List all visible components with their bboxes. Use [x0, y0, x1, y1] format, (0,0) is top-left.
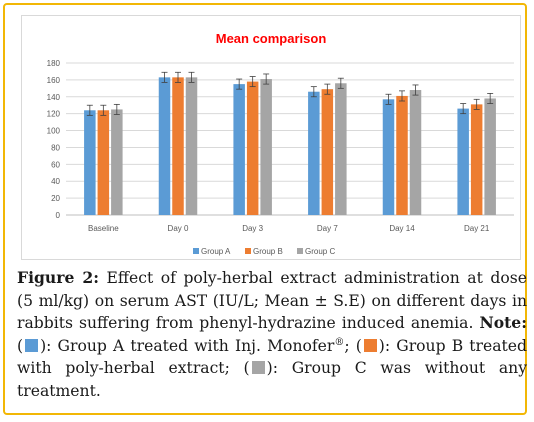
x-tick-label: Day 21 [464, 224, 490, 233]
group-c-description: ): Group C was without any treatment. [17, 359, 528, 400]
bar [172, 77, 184, 215]
bar [260, 79, 272, 215]
x-tick-label: Day 7 [317, 224, 338, 233]
bar [335, 83, 347, 216]
bar [396, 95, 408, 215]
group-a-swatch [25, 338, 39, 352]
caption-text: Effect of poly-herbal extract administra… [17, 269, 528, 332]
figure-label: Figure 2 [17, 268, 94, 287]
y-tick-label: 60 [51, 160, 60, 169]
legend-entry: Group A [201, 247, 231, 256]
bar [233, 84, 245, 215]
y-tick-label: 40 [51, 177, 60, 186]
legend-swatch [245, 248, 251, 254]
x-tick-label: Baseline [88, 224, 119, 233]
chart-title: Mean comparison [216, 31, 327, 46]
legend-entry: Group B [253, 247, 283, 256]
bar [185, 77, 198, 215]
y-tick-label: 100 [47, 127, 61, 136]
figure-caption: Figure 2: Effect of poly-herbal extract … [17, 268, 528, 400]
y-tick-label: 0 [56, 211, 61, 220]
bar [97, 110, 110, 215]
registered-mark: ® [334, 336, 345, 348]
bar [382, 99, 395, 215]
bar [111, 109, 123, 215]
bar [457, 108, 469, 215]
bar [484, 98, 496, 215]
chart-area: Mean comparison 0 20 40 60 80 100 120 140 160 180 B… [21, 15, 521, 260]
bar [321, 89, 334, 215]
bar [308, 91, 320, 215]
legend-entry: Group C [305, 247, 335, 256]
group-c-swatch [251, 361, 265, 374]
x-tick-label: Day 3 [242, 224, 263, 233]
group-a-description: ): Group A treated with Inj. Monofer [40, 336, 335, 355]
figure-frame: Mean comparison 0 20 40 60 80 100 120 140 160 180 B… [3, 3, 527, 415]
y-tick-label: 180 [47, 59, 61, 68]
y-tick-label: 20 [51, 194, 60, 203]
bar [246, 81, 259, 215]
group-b-swatch [363, 338, 377, 352]
legend-swatch [297, 248, 303, 254]
note-label: Note: [479, 313, 527, 332]
bar [84, 110, 96, 215]
y-tick-label: 160 [47, 76, 61, 85]
x-tick-label: Day 14 [389, 224, 415, 233]
legend-swatch [193, 248, 199, 254]
bar [470, 104, 483, 215]
bar [158, 77, 171, 215]
figure-label-sep: : [93, 268, 99, 287]
y-tick-label: 140 [47, 93, 61, 102]
group-b-description: ): Group B treated with poly-herbal extr… [17, 336, 527, 378]
bar [409, 90, 422, 215]
x-tick-label: Day 0 [168, 224, 189, 233]
y-tick-label: 80 [51, 143, 60, 152]
y-tick-label: 120 [47, 110, 61, 119]
bar-chart: Mean comparison 0 20 40 60 80 100 120 140 160 180 B… [47, 31, 514, 256]
